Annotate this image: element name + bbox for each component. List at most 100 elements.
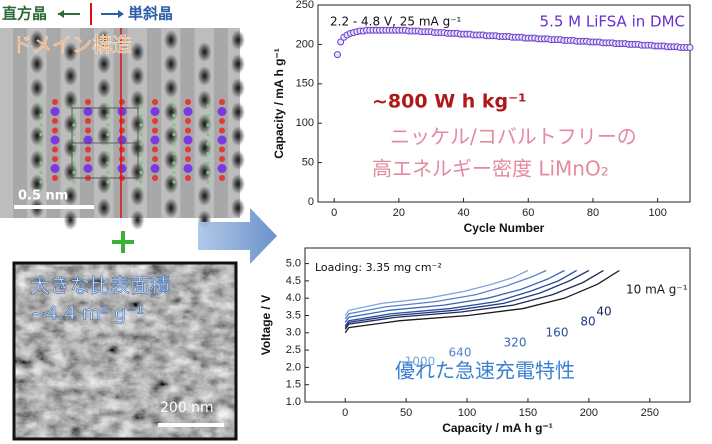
atom [106, 113, 110, 118]
y-tick-label: 4.5 [286, 275, 301, 287]
atom [152, 156, 158, 162]
x-tick-label: 150 [519, 407, 537, 419]
blob [197, 186, 212, 206]
blob [30, 78, 44, 98]
atom [217, 107, 227, 116]
blob [63, 138, 78, 158]
atom [52, 146, 58, 153]
atom [119, 127, 125, 134]
atom [72, 151, 76, 156]
atom [119, 156, 125, 162]
atom [152, 127, 158, 134]
arrow-left-head [58, 10, 64, 18]
series-line [344, 269, 604, 330]
atom [139, 180, 143, 184]
blob [63, 162, 78, 182]
y-tick-label: 3.5 [286, 309, 301, 321]
atom [106, 104, 110, 108]
blob [231, 78, 245, 98]
y-tick-label: 200 [296, 38, 314, 50]
y-tick-label: 3.0 [286, 327, 301, 339]
series-line [344, 269, 547, 320]
blob [97, 198, 111, 218]
blob [63, 90, 78, 110]
point [686, 44, 694, 52]
series-line [344, 269, 565, 323]
blob [63, 66, 78, 86]
monoclinic-label: 単斜晶 [128, 5, 173, 23]
y-tick-label: 100 [296, 117, 314, 129]
blob [231, 126, 245, 146]
atom [50, 135, 60, 145]
blob [63, 210, 78, 230]
atom [106, 170, 110, 175]
y-tick-label: 4.0 [286, 292, 301, 304]
atom [206, 161, 210, 165]
atom [185, 118, 191, 124]
stripe [13, 28, 27, 218]
atom [39, 104, 43, 108]
atom [172, 104, 176, 108]
atom [52, 118, 58, 124]
atom [217, 135, 227, 145]
atom [39, 113, 43, 118]
series-label: 80 [580, 315, 595, 329]
atom [139, 132, 143, 137]
sem-image [14, 263, 236, 439]
atom [85, 156, 91, 162]
blob [97, 30, 111, 50]
atom [206, 180, 210, 184]
arrow-right-head [118, 10, 124, 18]
atom [106, 161, 110, 165]
point [337, 38, 345, 46]
x-tick-label: 100 [648, 207, 666, 219]
annotation: ~800 W h kg⁻¹ [372, 91, 527, 113]
atom [185, 127, 191, 134]
atom [106, 132, 110, 137]
blob [97, 54, 111, 74]
blob [130, 66, 145, 86]
y-tick-label: 2.5 [286, 344, 301, 356]
atom [152, 146, 158, 153]
atom [172, 132, 176, 137]
x-tick-label: 250 [641, 407, 659, 419]
scale-label: 200 nm [160, 400, 214, 416]
atom [39, 170, 43, 175]
blob [130, 210, 145, 230]
atom [172, 161, 176, 165]
y-tick-label: 1.0 [286, 396, 301, 408]
atom [139, 123, 143, 127]
series-line [344, 269, 578, 327]
blob [231, 102, 245, 122]
atom [150, 107, 160, 116]
atom [72, 170, 76, 175]
atom [183, 107, 193, 116]
blob [231, 174, 245, 194]
blob [130, 186, 145, 206]
atom [106, 123, 110, 127]
atom [139, 113, 143, 118]
scale-bar [14, 205, 94, 209]
blob [97, 126, 111, 146]
blob [164, 78, 178, 98]
atom [172, 113, 176, 118]
atom [85, 146, 91, 153]
annotation: ニッケル/コバルトフリーの [390, 125, 637, 149]
atom [172, 170, 176, 175]
series-label: 10 mA g⁻¹ [626, 283, 688, 297]
atom [206, 151, 210, 156]
atom [106, 151, 110, 156]
atom [152, 118, 158, 124]
atom [139, 104, 143, 108]
atom [219, 175, 225, 181]
blob [130, 90, 145, 110]
atom [39, 151, 43, 156]
atom [219, 127, 225, 134]
atom [219, 156, 225, 162]
atom [139, 170, 143, 175]
series-label: 320 [504, 336, 527, 350]
blob [197, 114, 212, 134]
series-label: 40 [596, 305, 611, 319]
series-line [344, 269, 620, 334]
atom [83, 135, 93, 145]
